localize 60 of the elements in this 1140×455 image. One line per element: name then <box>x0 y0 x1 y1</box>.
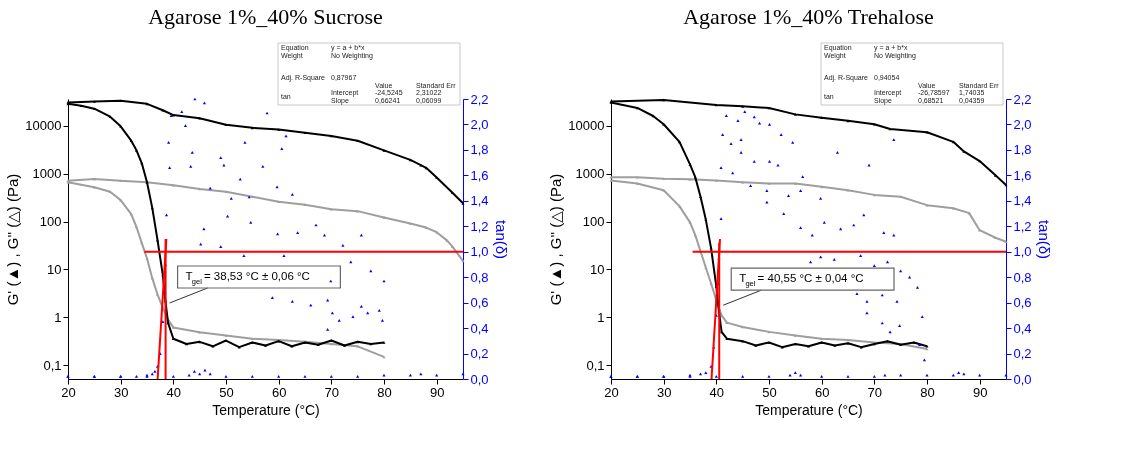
x-tick-label: 70 <box>324 384 340 400</box>
x-tick-label: 40 <box>709 384 725 400</box>
y-tick-label: 100 <box>39 214 62 230</box>
y2-tick-label: 1,0 <box>470 244 489 260</box>
y2-tick-label: 1,6 <box>1013 167 1032 183</box>
y-tick-label: 10000 <box>25 118 62 134</box>
x-tick-label: 70 <box>867 384 883 400</box>
y-tick-label: 1 <box>54 309 62 325</box>
chart-title: Agarose 1%_40% Sucrose <box>148 3 383 29</box>
y-tick-label: 1000 <box>32 166 62 182</box>
y2-tick-label: 0,6 <box>1013 295 1032 311</box>
x-tick-label: 30 <box>113 384 129 400</box>
y-tick-label: 100 <box>582 214 605 230</box>
y2-tick-label: 1,6 <box>470 167 489 183</box>
x-tick-label: 60 <box>814 384 830 400</box>
y2-tick-label: 0,8 <box>1013 269 1032 285</box>
y2-tick-label: 1,2 <box>1013 218 1032 234</box>
y2-tick-label: 1,2 <box>470 218 489 234</box>
y2-tick-label: 0,0 <box>1013 371 1032 387</box>
y2-tick-label: 2,0 <box>470 116 489 132</box>
y2-axis-title: tan(δ) <box>492 219 510 260</box>
y-tick-label: 1000 <box>575 166 605 182</box>
y-axis-title: G' (▲) , G'' (△) (Pa) <box>547 173 565 306</box>
y-tick-label: 1 <box>597 309 605 325</box>
y2-tick-label: 1,8 <box>1013 142 1032 158</box>
y2-axis-title: tan(δ) <box>1035 219 1053 260</box>
y2-tick-label: 2,0 <box>1013 116 1032 132</box>
y2-tick-label: 0,4 <box>1013 320 1032 336</box>
y2-tick-label: 2,2 <box>1013 91 1032 107</box>
x-tick-label: 90 <box>972 384 988 400</box>
x-tick-label: 20 <box>604 384 619 400</box>
y2-tick-label: 0,4 <box>470 320 489 336</box>
x-tick-label: 40 <box>166 384 182 400</box>
x-tick-label: 80 <box>377 384 392 400</box>
chart-title: Agarose 1%_40% Trehalose <box>683 3 934 29</box>
y2-tick-label: 1,4 <box>1013 193 1032 209</box>
y2-tick-label: 0,8 <box>470 269 489 285</box>
y2-tick-label: 0,2 <box>470 346 489 362</box>
y-tick-label: 10 <box>590 262 605 277</box>
y-tick-label: 10 <box>47 262 62 277</box>
y2-tick-label: 0,6 <box>470 295 489 311</box>
y2-tick-label: 0,2 <box>1013 346 1032 362</box>
y-tick-label: 10000 <box>568 118 605 134</box>
x-tick-label: 20 <box>61 384 76 400</box>
x-tick-label: 50 <box>219 384 234 400</box>
y-axis-title: G' (▲) , G'' (△) (Pa) <box>4 173 22 306</box>
x-tick-label: 60 <box>271 384 287 400</box>
y2-tick-label: 0,0 <box>470 371 489 387</box>
y2-tick-label: 2,2 <box>470 91 489 107</box>
x-tick-label: 90 <box>429 384 445 400</box>
x-axis-title: Temperature (°C) <box>755 401 863 418</box>
y2-tick-label: 1,8 <box>470 142 489 158</box>
y-tick-label: 0,1 <box>586 357 605 373</box>
y2-tick-label: 1,4 <box>470 193 489 209</box>
y2-tick-label: 1,0 <box>1013 244 1032 260</box>
y-tick-label: 0,1 <box>43 357 62 373</box>
x-tick-label: 80 <box>920 384 935 400</box>
x-tick-label: 50 <box>762 384 777 400</box>
x-axis-title: Temperature (°C) <box>212 401 320 418</box>
x-tick-label: 30 <box>656 384 672 400</box>
